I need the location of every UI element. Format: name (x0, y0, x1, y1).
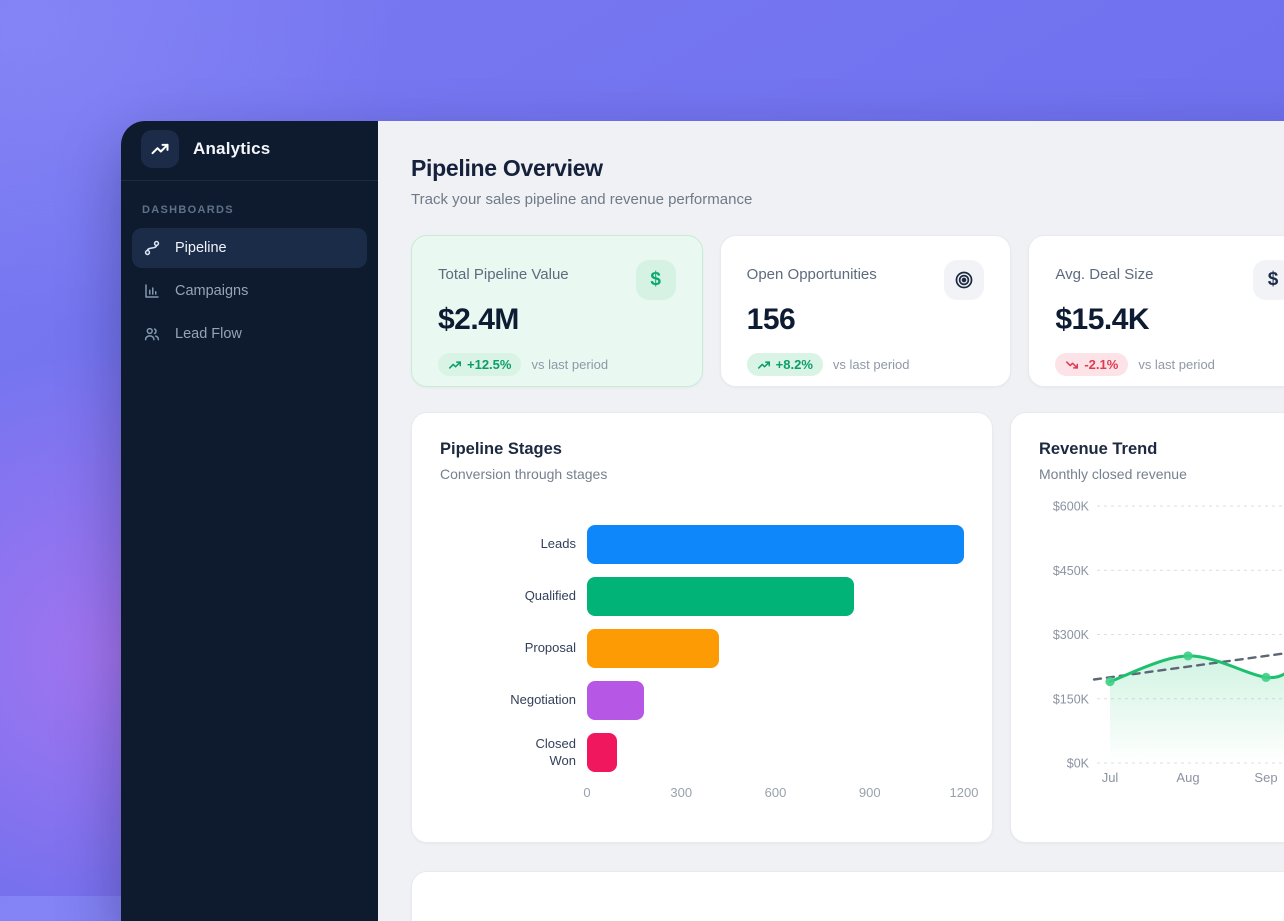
sidebar: Analytics DASHBOARDS Pipeline (121, 121, 378, 921)
pipeline-icon (143, 239, 161, 257)
trending-up-icon (448, 358, 462, 372)
stage-row: Proposal (440, 629, 964, 668)
stage-bar[interactable] (587, 629, 719, 668)
delta-value: +12.5% (467, 357, 512, 372)
charts-row: Pipeline Stages Conversion through stage… (411, 412, 1284, 843)
page-title: Pipeline Overview (411, 155, 603, 181)
app-window: Analytics DASHBOARDS Pipeline (121, 121, 1284, 921)
x-tick-label: 900 (858, 785, 881, 800)
bar-track (587, 629, 964, 668)
pipeline-stages-card: Pipeline Stages Conversion through stage… (411, 412, 993, 843)
dollar-icon: $ (1253, 260, 1284, 300)
bar-track (587, 681, 964, 720)
trending-up-icon (150, 139, 170, 159)
bottom-card-partial (411, 871, 1284, 921)
data-point[interactable] (1261, 672, 1271, 682)
x-tick-label: Jul (1102, 770, 1119, 785)
main-content: Pipeline Overview Track your sales pipel… (378, 121, 1284, 921)
kpi-label: Open Opportunities (746, 266, 877, 283)
delta-value: -2.1% (1084, 357, 1119, 372)
stage-label: Qualified (524, 588, 576, 604)
bar-track (587, 577, 964, 616)
trending-down-icon (1065, 358, 1079, 372)
sidebar-nav: Pipeline Campaigns Lead Flow (121, 228, 378, 354)
x-tick-label: Aug (1176, 770, 1199, 785)
x-axis: 0 300 600 900 1200 (583, 785, 978, 803)
chart-title: Pipeline Stages (440, 440, 562, 458)
delta-badge: +8.2% (746, 353, 823, 376)
y-tick-label: $150K (1053, 692, 1090, 706)
stage-row: Closed Won (440, 733, 964, 772)
kpi-note: vs last period (832, 357, 910, 372)
stage-bar[interactable] (587, 733, 617, 772)
kpi-card-open-opportunities[interactable]: Open Opportunities 156 +8.2% vs last per… (719, 235, 1012, 387)
dollar-icon: $ (635, 260, 676, 300)
revenue-area-fill (1110, 655, 1284, 763)
kpi-value: $15.4K (1055, 303, 1150, 336)
delta-badge: +12.5% (438, 353, 522, 376)
app-name: Analytics (193, 139, 271, 158)
sidebar-header: Analytics (121, 121, 378, 181)
app-logo (141, 130, 179, 168)
delta-value: +8.2% (775, 357, 813, 372)
stage-label: Leads (540, 536, 576, 552)
revenue-trend-card: Revenue Trend Monthly closed revenue $60… (1010, 412, 1284, 843)
y-tick-label: $600K (1053, 500, 1090, 514)
kpi-note: vs last period (1138, 357, 1215, 372)
stage-label: Negotiation (510, 692, 576, 708)
revenue-line (1108, 654, 1284, 684)
data-point[interactable] (1105, 677, 1115, 687)
delta-badge: -2.1% (1055, 353, 1129, 376)
stage-bar[interactable] (587, 525, 964, 564)
stage-row: Qualified (440, 577, 964, 616)
stage-label: Proposal (524, 640, 576, 656)
kpi-card-avg-deal-size[interactable]: Avg. Deal Size $ $15.4K -2.1% vs last pe… (1028, 235, 1284, 387)
stage-bar[interactable] (587, 681, 644, 720)
x-tick-label: 1200 (949, 785, 979, 800)
sidebar-item-label: Pipeline (175, 240, 227, 256)
kpi-label: Avg. Deal Size (1055, 266, 1154, 283)
sidebar-item-label: Campaigns (175, 283, 249, 299)
chart-subtitle: Conversion through stages (440, 466, 608, 482)
sidebar-item-pipeline[interactable]: Pipeline (132, 228, 367, 268)
x-tick-label: 300 (670, 785, 693, 800)
chart-subtitle: Monthly closed revenue (1039, 466, 1187, 482)
data-point[interactable] (1183, 651, 1193, 661)
sidebar-item-campaigns[interactable]: Campaigns (132, 271, 367, 311)
revenue-trend-chart: $600K $450K $300K $150K $0K Jul Aug Sep (1039, 494, 1284, 790)
kpi-label: Total Pipeline Value (438, 266, 569, 283)
y-tick-label: $300K (1053, 628, 1090, 642)
pipeline-stages-chart: Leads Qualified Proposal Negotiation Closed … (440, 525, 964, 772)
users-icon (143, 325, 161, 343)
sidebar-item-lead-flow[interactable]: Lead Flow (132, 314, 367, 354)
x-tick-label: Sep (1254, 770, 1277, 785)
stage-bar[interactable] (587, 577, 855, 616)
kpi-card-total-pipeline-value[interactable]: Total Pipeline Value $ $2.4M +12.5% vs l… (411, 235, 703, 387)
page-subtitle: Track your sales pipeline and revenue pe… (411, 191, 753, 208)
y-tick-label: $450K (1053, 564, 1090, 578)
x-tick-label: 0 (583, 785, 591, 800)
stage-label: Closed Won (535, 736, 576, 768)
y-tick-label: $0K (1067, 757, 1090, 771)
kpi-value: $2.4M (438, 303, 519, 336)
revenue-trend-svg: $600K $450K $300K $150K $0K Jul Aug Sep (1053, 500, 1284, 785)
kpi-note: vs last period (531, 357, 609, 372)
kpi-value: 156 (746, 303, 796, 336)
stage-row: Negotiation (440, 681, 964, 720)
sidebar-section-label: DASHBOARDS (142, 204, 234, 216)
chart-title: Revenue Trend (1039, 440, 1158, 458)
trending-up-icon (757, 358, 771, 372)
bar-track (587, 525, 964, 564)
sidebar-item-label: Lead Flow (175, 326, 242, 342)
bar-track (587, 733, 964, 772)
target-icon (944, 260, 985, 300)
kpi-row: Total Pipeline Value $ $2.4M +12.5% vs l… (411, 235, 1284, 387)
bar-chart-icon (143, 282, 161, 300)
x-tick-label: 600 (764, 785, 787, 800)
stage-row: Leads (440, 525, 964, 564)
